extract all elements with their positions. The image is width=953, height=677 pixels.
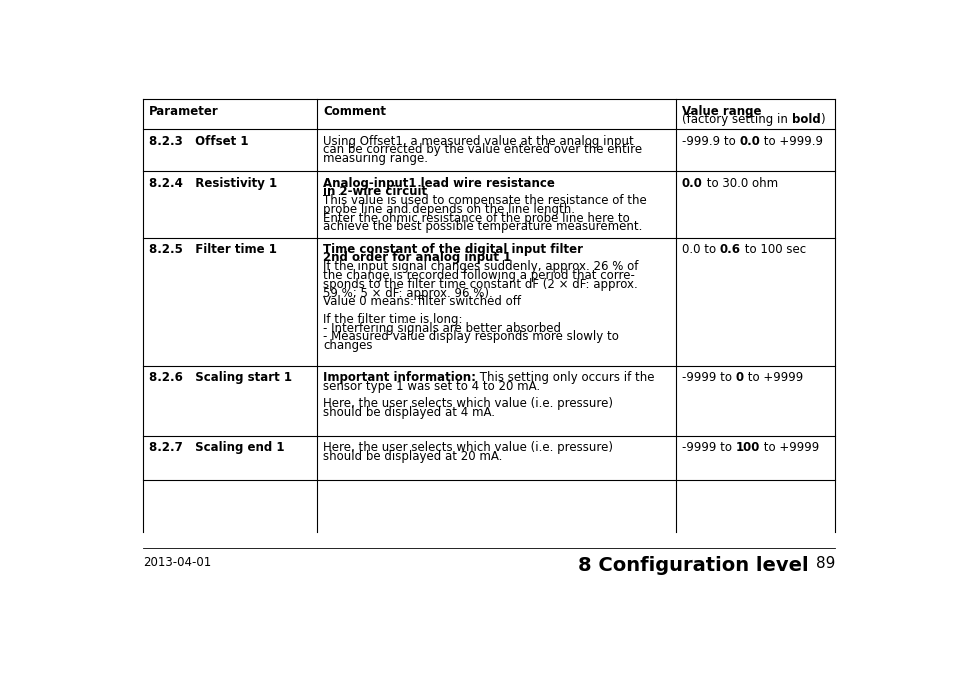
Text: 89: 89 — [815, 556, 834, 571]
Text: to +999.9: to +999.9 — [760, 135, 822, 148]
Text: This value is used to compensate the resistance of the: This value is used to compensate the res… — [323, 194, 646, 207]
Text: 0.6: 0.6 — [719, 243, 740, 256]
Text: Comment: Comment — [323, 105, 386, 118]
Text: bold: bold — [791, 114, 820, 127]
Text: 8.2.5   Filter time 1: 8.2.5 Filter time 1 — [149, 243, 276, 256]
Text: Important information:: Important information: — [323, 371, 476, 384]
Text: Here, the user selects which value (i.e. pressure): Here, the user selects which value (i.e.… — [323, 441, 613, 454]
Text: Value range: Value range — [681, 105, 760, 118]
Text: (factory setting in: (factory setting in — [681, 114, 791, 127]
Text: the change is recorded following a period that corre-: the change is recorded following a perio… — [323, 269, 635, 282]
Text: If the filter time is long:: If the filter time is long: — [323, 313, 462, 326]
Text: 8 Configuration level: 8 Configuration level — [577, 556, 807, 575]
Text: to +9999: to +9999 — [760, 441, 819, 454]
Text: changes: changes — [323, 339, 373, 352]
Text: in 2-wire circuit: in 2-wire circuit — [323, 185, 427, 198]
Text: should be displayed at 4 mA.: should be displayed at 4 mA. — [323, 406, 495, 419]
Text: can be corrected by the value entered over the entire: can be corrected by the value entered ov… — [323, 144, 641, 156]
Text: Here, the user selects which value (i.e. pressure): Here, the user selects which value (i.e.… — [323, 397, 613, 410]
Text: 8.2.6   Scaling start 1: 8.2.6 Scaling start 1 — [149, 371, 292, 384]
Text: Using Offset1, a measured value at the analog input: Using Offset1, a measured value at the a… — [323, 135, 634, 148]
Text: to +9999: to +9999 — [743, 371, 802, 384]
Text: sponds to the filter time constant dF (2 × dF: approx.: sponds to the filter time constant dF (2… — [323, 278, 638, 290]
Text: -9999 to: -9999 to — [681, 371, 735, 384]
Text: sensor type 1 was set to 4 to 20 mA.: sensor type 1 was set to 4 to 20 mA. — [323, 380, 539, 393]
Text: to 30.0 ohm: to 30.0 ohm — [702, 177, 777, 190]
Text: -999.9 to: -999.9 to — [681, 135, 739, 148]
Text: 2013-04-01: 2013-04-01 — [143, 556, 211, 569]
Text: should be displayed at 20 mA.: should be displayed at 20 mA. — [323, 450, 502, 463]
Text: Enter the ohmic resistance of the probe line here to: Enter the ohmic resistance of the probe … — [323, 211, 629, 225]
Text: 100: 100 — [735, 441, 760, 454]
Text: 0.0: 0.0 — [681, 177, 702, 190]
Text: 0: 0 — [735, 371, 743, 384]
Text: - Measured value display responds more slowly to: - Measured value display responds more s… — [323, 330, 618, 343]
Text: This setting only occurs if the: This setting only occurs if the — [476, 371, 654, 384]
Text: to 100 sec: to 100 sec — [740, 243, 805, 256]
Text: 59 %; 5 × dF: approx. 96 %).: 59 %; 5 × dF: approx. 96 %). — [323, 286, 493, 299]
Text: If the input signal changes suddenly, approx. 26 % of: If the input signal changes suddenly, ap… — [323, 260, 638, 274]
Text: 0.0 to: 0.0 to — [681, 243, 719, 256]
Text: Analog-input1 lead wire resistance: Analog-input1 lead wire resistance — [323, 177, 555, 190]
Text: 8.2.7   Scaling end 1: 8.2.7 Scaling end 1 — [149, 441, 284, 454]
Text: 8.2.4   Resistivity 1: 8.2.4 Resistivity 1 — [149, 177, 276, 190]
Text: - Interfering signals are better absorbed: - Interfering signals are better absorbe… — [323, 322, 560, 334]
Text: 0.0: 0.0 — [739, 135, 760, 148]
Text: 8.2.3   Offset 1: 8.2.3 Offset 1 — [149, 135, 248, 148]
Text: measuring range.: measuring range. — [323, 152, 428, 165]
Text: -9999 to: -9999 to — [681, 441, 735, 454]
Text: ): ) — [820, 114, 824, 127]
Text: 2nd order for analog input 1: 2nd order for analog input 1 — [323, 251, 511, 265]
Text: Parameter: Parameter — [149, 105, 218, 118]
Text: achieve the best possible temperature measurement.: achieve the best possible temperature me… — [323, 220, 642, 234]
Text: Value 0 means: filter switched off: Value 0 means: filter switched off — [323, 295, 520, 308]
Text: Time constant of the digital input filter: Time constant of the digital input filte… — [323, 243, 582, 256]
Text: probe line and depends on the line length.: probe line and depends on the line lengt… — [323, 203, 575, 216]
